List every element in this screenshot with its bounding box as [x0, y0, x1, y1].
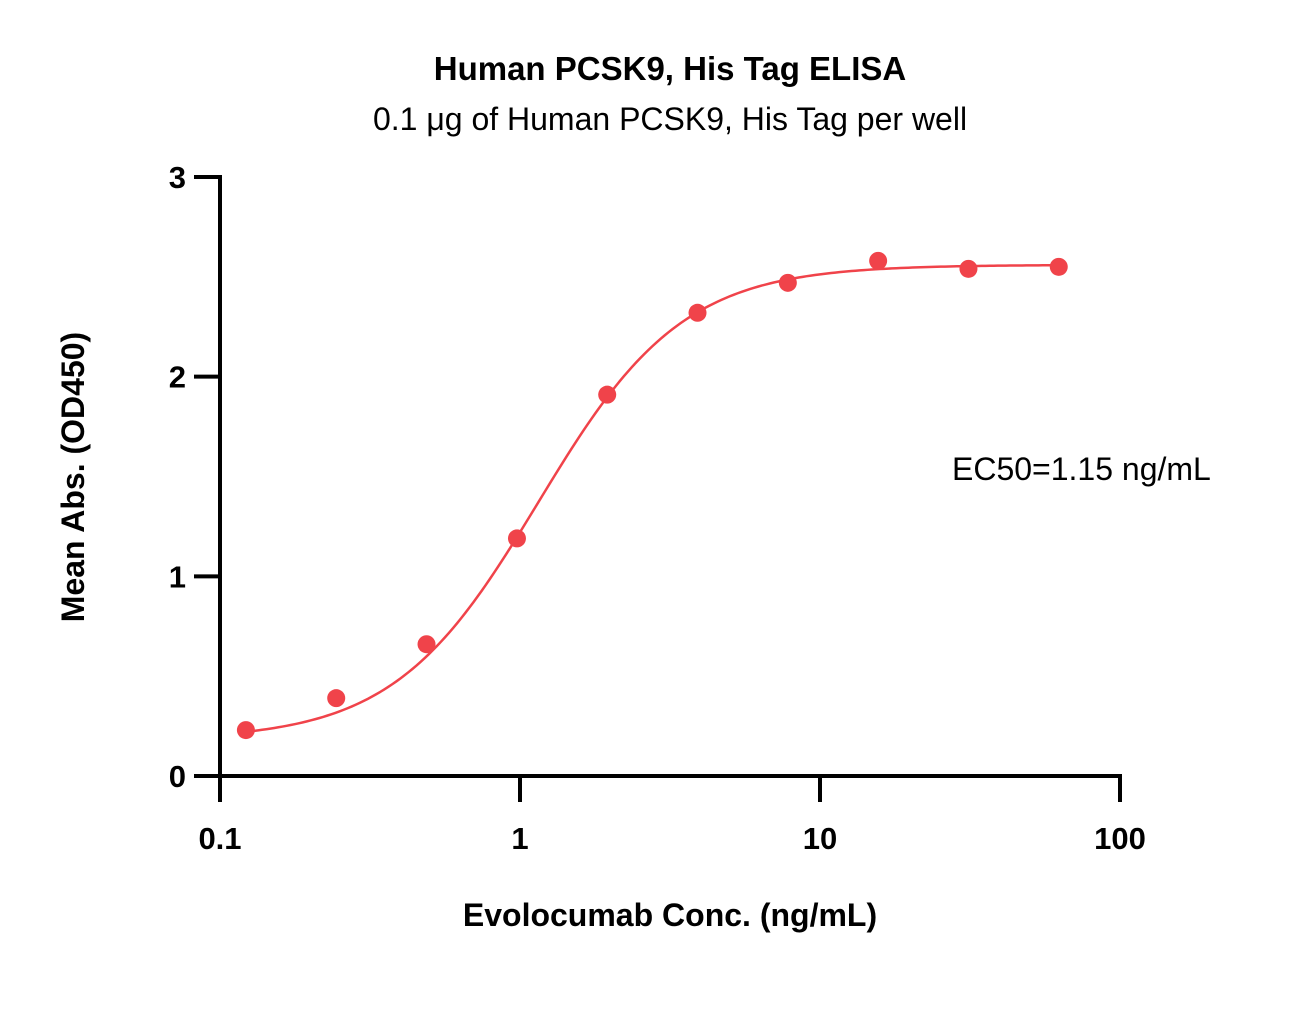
x-tick-label: 10 — [803, 821, 837, 856]
ec50-annotation: EC50=1.15 ng/mL — [952, 451, 1211, 487]
y-tick-label: 3 — [169, 160, 186, 195]
data-point — [236, 721, 255, 740]
data-point — [507, 529, 526, 548]
data-point — [417, 635, 436, 654]
y-axis-label: Mean Abs. (OD450) — [55, 332, 91, 622]
fit-curve — [245, 263, 1059, 734]
data-point — [598, 385, 617, 404]
data-point — [959, 259, 978, 278]
y-tick-label: 2 — [169, 360, 186, 395]
y-tick-label: 0 — [169, 759, 186, 794]
x-tick-label: 100 — [1094, 821, 1146, 856]
x-tick-label: 0.1 — [198, 821, 241, 856]
chart-subtitle: 0.1 μg of Human PCSK9, His Tag per well — [373, 101, 967, 137]
chart-title: Human PCSK9, His Tag ELISA — [434, 50, 906, 87]
x-axis: 0.1 1 10 100 — [194, 774, 1146, 856]
y-tick-label: 1 — [169, 559, 186, 594]
data-points — [236, 251, 1068, 740]
x-tick-label: 1 — [511, 821, 528, 856]
data-point — [688, 303, 707, 322]
data-point — [1049, 257, 1068, 276]
y-axis: 0 1 2 3 — [169, 160, 222, 794]
data-point — [869, 251, 888, 270]
data-point — [327, 689, 346, 708]
data-point — [778, 273, 797, 292]
x-axis-label: Evolocumab Conc. (ng/mL) — [463, 897, 877, 933]
